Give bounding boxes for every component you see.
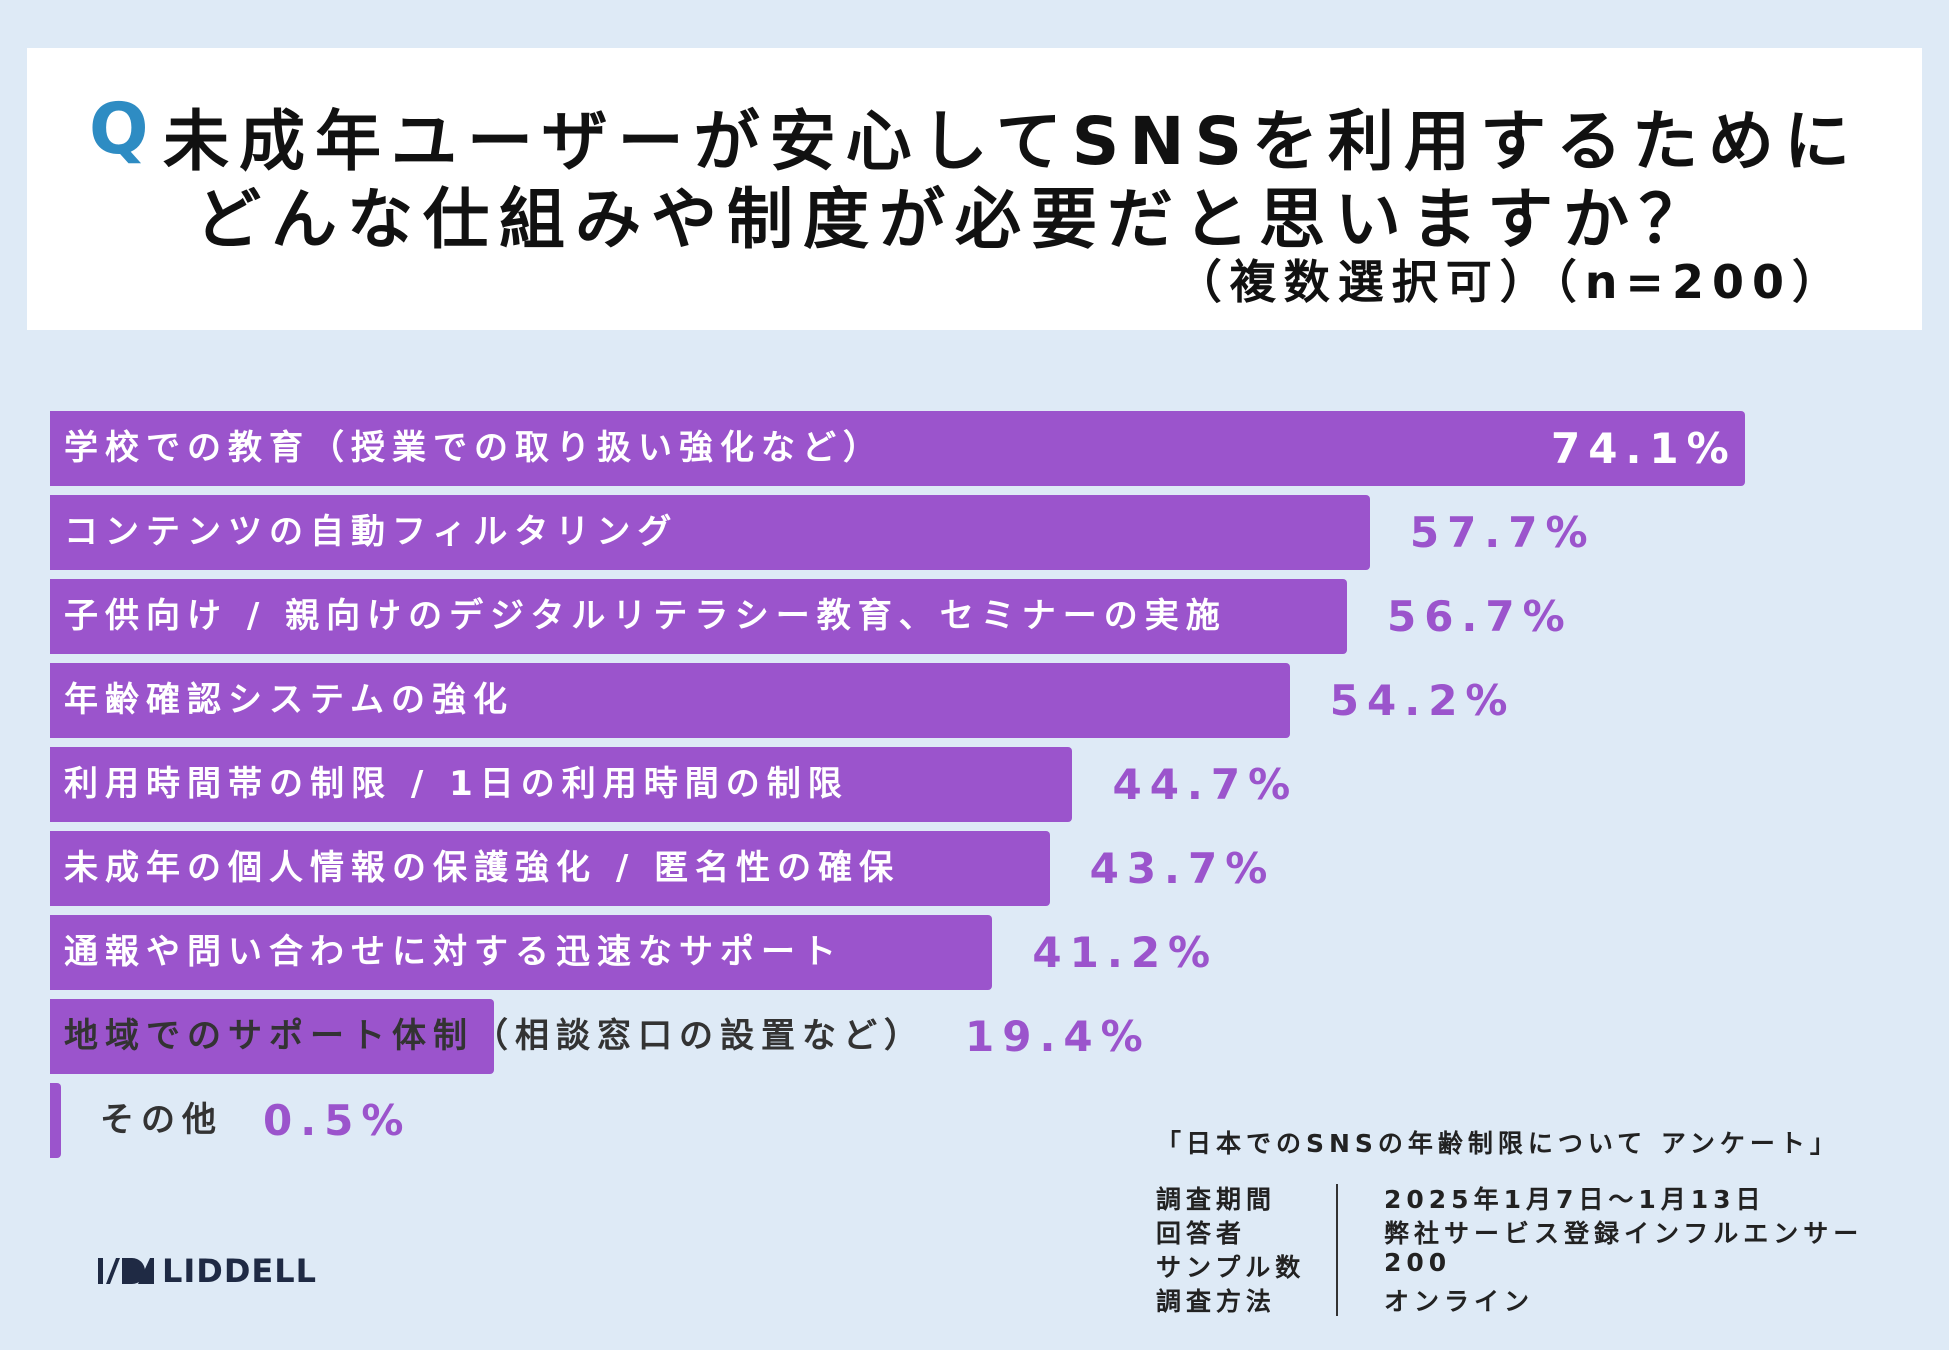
- value-label: 43.7%: [1089, 844, 1276, 893]
- category-label: 未成年の個人情報の保護強化 / 匿名性の確保: [64, 848, 901, 888]
- survey-value: オンライン: [1384, 1287, 1535, 1316]
- bar: [50, 831, 1050, 906]
- bar: [50, 999, 494, 1074]
- title-line-1: 未成年ユーザーが安心してSNSを利用するために: [163, 103, 1861, 180]
- subtitle: （複数選択可）（n=200）: [1175, 255, 1846, 309]
- bar: [50, 411, 1745, 486]
- value-label: 74.1%: [1551, 424, 1737, 473]
- survey-title: 「日本でのSNSの年齢制限について アンケート」: [1156, 1129, 1840, 1158]
- category-label: 年齢確認システムの強化: [64, 680, 514, 720]
- value-label: 44.7%: [1112, 760, 1299, 809]
- logo-text: LIDDELL: [162, 1252, 318, 1290]
- liddell-logo: LIDDELL: [98, 1252, 317, 1290]
- survey-key: 調査期間: [1156, 1185, 1277, 1214]
- value-label: 54.2%: [1329, 676, 1516, 725]
- title-line-2: どんな仕組みや制度が必要だと思いますか？: [195, 181, 1715, 258]
- survey-row: サンプル数 200: [1156, 1248, 1916, 1282]
- value-label: 0.5%: [263, 1096, 412, 1145]
- survey-rows: 調査期間 2025年1月7日〜1月13日 回答者 弊社サービス登録インフルエンサ…: [1156, 1180, 1916, 1316]
- bar: [50, 663, 1290, 738]
- category-label: 子供向け / 親向けのデジタルリテラシー教育、セミナーの実施: [64, 596, 1227, 636]
- category-label: その他: [100, 1100, 223, 1140]
- survey-key: 調査方法: [1156, 1287, 1277, 1316]
- survey-row: 調査期間 2025年1月7日〜1月13日: [1156, 1180, 1916, 1214]
- bar: [50, 747, 1073, 822]
- survey-value: 200: [1384, 1248, 1452, 1277]
- survey-row: 調査方法 オンライン: [1156, 1282, 1916, 1316]
- value-label: 57.7%: [1409, 508, 1596, 557]
- liddell-logo-icon: [98, 1258, 154, 1284]
- category-label: 通報や問い合わせに対する迅速なサポート: [64, 932, 843, 972]
- survey-key: サンプル数: [1156, 1253, 1306, 1282]
- category-label: 地域でのサポート体制（相談窓口の設置など）: [64, 1016, 925, 1056]
- survey-divider: [1336, 1184, 1338, 1316]
- category-label: 利用時間帯の制限 / 1日の利用時間の制限: [64, 764, 849, 804]
- survey-key: 回答者: [1156, 1219, 1247, 1248]
- value-label: 19.4%: [965, 1012, 1151, 1061]
- bar: [50, 495, 1370, 570]
- question-header: Q 未成年ユーザーが安心してSNSを利用するために どんな仕組みや制度が必要だと…: [27, 48, 1922, 330]
- bar: [50, 579, 1347, 654]
- value-label: 41.2%: [1032, 928, 1219, 977]
- survey-value: 弊社サービス登録インフルエンサー: [1384, 1219, 1864, 1248]
- q-mark: Q: [89, 88, 149, 170]
- bar: [50, 915, 993, 990]
- value-label: 56.7%: [1386, 592, 1573, 641]
- survey-value: 2025年1月7日〜1月13日: [1384, 1185, 1766, 1214]
- survey-row: 回答者 弊社サービス登録インフルエンサー: [1156, 1214, 1916, 1248]
- survey-info: 「日本でのSNSの年齢制限について アンケート」 調査期間 2025年1月7日〜…: [1156, 1124, 1916, 1316]
- bar: [50, 1083, 62, 1158]
- category-label: コンテンツの自動フィルタリング: [64, 512, 679, 552]
- category-label: 学校での教育（授業での取り扱い強化など）: [64, 428, 884, 468]
